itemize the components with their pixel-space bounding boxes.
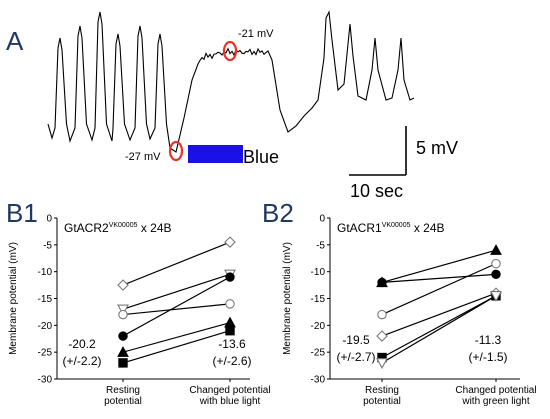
y-tick-label: -25 [311,348,326,359]
y-tick-label: 0 [46,214,52,225]
panel-b2-label: B2 [262,198,294,228]
series-2-point-resting [117,304,129,316]
series-3-point-resting [377,309,387,320]
chart-b2: GtACR1VK00005 x 24B 0 -5 -10 -15 -20 -25 -30 Mem… [282,214,537,408]
series-4-point-changed [225,272,235,282]
series-2-line [381,273,497,283]
stimulus-label: Blue [243,147,279,167]
y-axis-label: Membrane potential (mV) [8,242,19,355]
y-tick-label: 0 [319,214,325,225]
series-1-line [381,249,497,283]
series-5-line [381,295,497,359]
mean-changed: -11.3 [475,333,502,347]
peak-marker [222,40,238,62]
category-label: Resting potential [104,385,142,407]
y-tick-label: -15 [311,294,326,305]
series-5-point-resting [117,346,129,357]
sd-changed: (+/-2.6) [212,354,251,368]
category-label: Resting potential [363,385,401,407]
start-marker [168,140,184,162]
series-6-point-resting [376,358,388,370]
category-label: Changed potential with blue light [189,385,270,407]
series-3-point-changed [225,299,235,309]
panel-b1-label: B1 [6,198,38,228]
y-tick-label: -5 [43,240,52,251]
panel-a-label: A [6,26,24,56]
series-6-line [122,330,231,364]
stimulus-bar [188,145,243,163]
series-3-point-resting [118,309,128,320]
y-tick-label: -10 [38,267,53,278]
series-6-point-changed [490,291,502,303]
mean-resting: -19.5 [342,333,370,347]
series-3-point-changed [491,258,501,269]
y-tick-label: -30 [311,375,326,386]
sd-changed: (+/-1.5) [468,350,507,364]
voltage-trace [47,10,415,153]
series-2-line [122,273,231,310]
scale-time-label: 10 sec [350,181,403,201]
y-tick-label: -30 [38,375,53,386]
y-tick-label: -20 [311,321,326,332]
series-6-point-changed [225,326,235,336]
series-5-point-changed [224,316,236,328]
series-1-point-changed [490,244,502,255]
chart-title: GtACR1VK00005 x 24B [337,221,445,235]
scale-voltage-label: 5 mV [416,138,458,158]
series-4-line [381,292,497,337]
series-1-point-resting [117,279,129,291]
peak-annotation: -21 mV [238,28,274,40]
series-4-point-resting [376,330,388,342]
sd-resting: (+/-2.7) [336,350,375,364]
mean-changed: -13.6 [218,337,246,351]
series-3-line [381,263,497,316]
chart-title: GtACR2VK00005 x 24B [64,221,172,235]
series-6-line [381,295,497,364]
series-1-point-changed [224,236,236,248]
y-tick-label: -15 [38,294,53,305]
y-tick-label: -5 [316,240,325,251]
series-5-line [122,322,231,353]
chart-b1: GtACR2VK00005 x 24B 0 -5 -10 -15 -20 -25 -30 Mem… [8,214,271,408]
mean-resting: -20.2 [68,337,96,351]
series-2-point-resting [377,277,387,288]
start-annotation: -27 mV [125,151,161,163]
category-label: Changed potential with green light [455,385,536,407]
y-tick-label: -10 [311,267,326,278]
series-3-line [122,303,231,316]
series-2-point-changed [491,269,501,280]
y-tick-label: -20 [38,321,53,332]
y-tick-label: -25 [38,348,53,359]
series-4-line [122,276,231,337]
series-6-point-resting [118,358,128,368]
y-axis-label: Membrane potential (mV) [282,242,293,355]
series-4-point-resting [118,331,128,341]
sd-resting: (+/-2.2) [62,354,101,368]
series-1-line [122,241,231,286]
